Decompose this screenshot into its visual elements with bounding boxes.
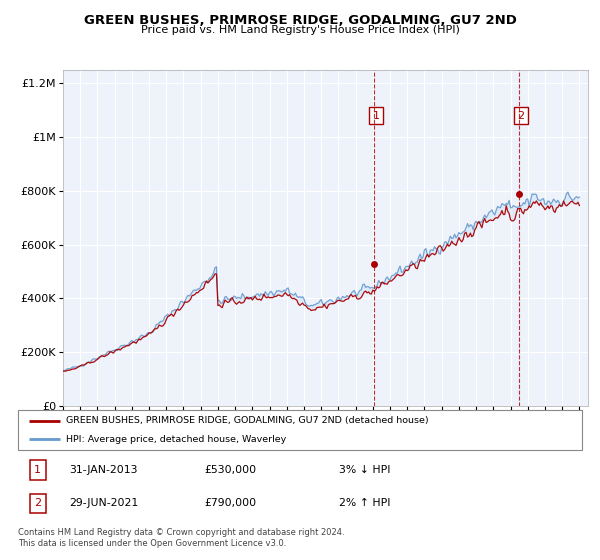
Text: 1: 1 <box>373 111 379 121</box>
Text: 31-JAN-2013: 31-JAN-2013 <box>69 465 137 475</box>
Text: 3% ↓ HPI: 3% ↓ HPI <box>340 465 391 475</box>
FancyBboxPatch shape <box>30 460 46 479</box>
Text: 1: 1 <box>34 465 41 475</box>
Text: 2: 2 <box>34 498 41 508</box>
Text: £790,000: £790,000 <box>204 498 256 508</box>
Text: £530,000: £530,000 <box>204 465 256 475</box>
Text: GREEN BUSHES, PRIMROSE RIDGE, GODALMING, GU7 2ND (detached house): GREEN BUSHES, PRIMROSE RIDGE, GODALMING,… <box>66 416 428 425</box>
FancyBboxPatch shape <box>18 410 582 450</box>
Text: Contains HM Land Registry data © Crown copyright and database right 2024.
This d: Contains HM Land Registry data © Crown c… <box>18 528 344 548</box>
FancyBboxPatch shape <box>30 494 46 513</box>
Text: Price paid vs. HM Land Registry's House Price Index (HPI): Price paid vs. HM Land Registry's House … <box>140 25 460 35</box>
Text: 2% ↑ HPI: 2% ↑ HPI <box>340 498 391 508</box>
Text: HPI: Average price, detached house, Waverley: HPI: Average price, detached house, Wave… <box>66 435 286 444</box>
Text: 29-JUN-2021: 29-JUN-2021 <box>69 498 138 508</box>
Text: GREEN BUSHES, PRIMROSE RIDGE, GODALMING, GU7 2ND: GREEN BUSHES, PRIMROSE RIDGE, GODALMING,… <box>83 14 517 27</box>
Text: 2: 2 <box>517 111 524 121</box>
